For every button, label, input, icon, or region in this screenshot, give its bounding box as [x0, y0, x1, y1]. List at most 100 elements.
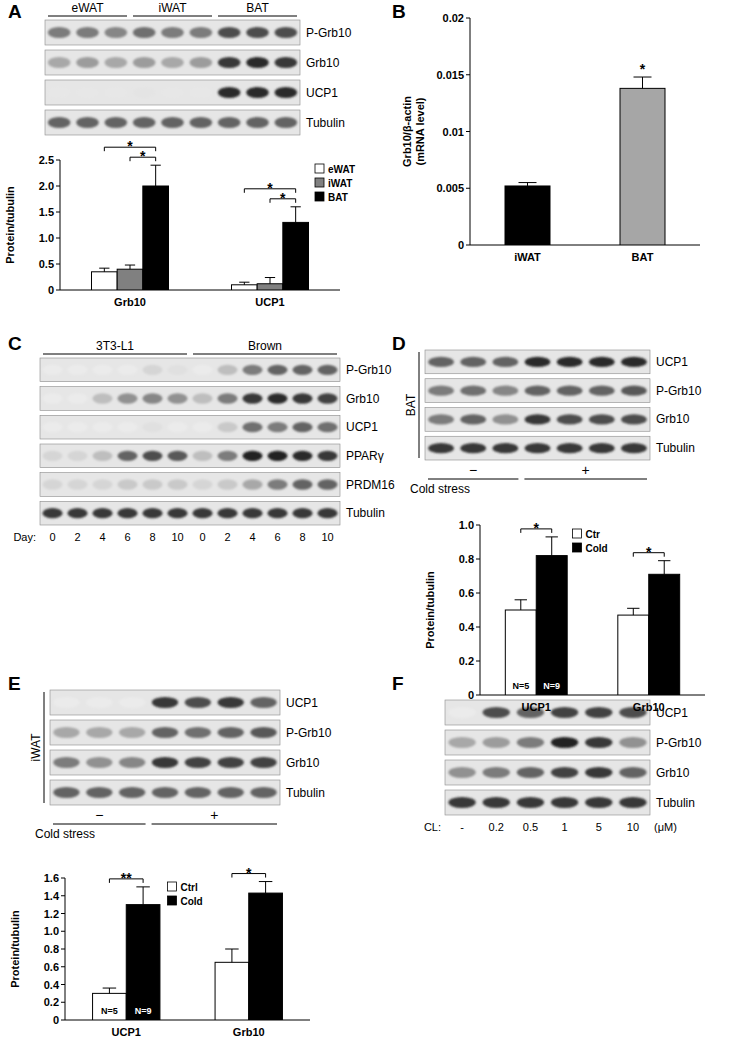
error-bar: [546, 537, 558, 556]
error-bar: [239, 282, 249, 285]
band: [86, 757, 112, 768]
band: [133, 27, 156, 38]
band: [53, 727, 79, 738]
western-blot: UCP1P-Grb10Grb10TubuliniWAT−+Cold stress: [29, 690, 332, 841]
band: [118, 365, 138, 375]
legend-label: eWAT: [328, 164, 355, 175]
n-label: N=5: [512, 681, 529, 691]
band: [133, 57, 156, 68]
lane-label: 6: [274, 531, 280, 543]
band: [68, 508, 88, 518]
band: [268, 365, 288, 375]
band: [53, 787, 79, 798]
band: [428, 414, 454, 424]
band: [218, 393, 238, 403]
band: [185, 757, 211, 768]
error-cap: [125, 265, 135, 266]
band: [143, 422, 163, 432]
y-tick-label: 0.4: [44, 979, 60, 991]
blot-strip: [445, 760, 650, 785]
lane-title: Cold stress: [35, 827, 95, 841]
band: [218, 479, 238, 489]
blot-strip: [425, 379, 650, 403]
band: [68, 479, 88, 489]
y-tick: [466, 188, 470, 189]
band: [589, 414, 615, 424]
y-tick-label: 1.0: [44, 925, 59, 937]
band: [268, 451, 288, 461]
band: [293, 479, 313, 489]
row-label: Grb10: [306, 56, 340, 70]
blot-strip: [50, 720, 280, 745]
band: [268, 393, 288, 403]
row-label: P-Grb10: [656, 736, 702, 750]
band: [193, 393, 213, 403]
band: [268, 422, 288, 432]
band: [268, 508, 288, 518]
x-tick-label: Grb10: [233, 1026, 265, 1038]
error-bar: [634, 77, 652, 88]
band: [119, 787, 145, 798]
row-label: Tubulin: [656, 796, 695, 810]
error-bar: [125, 265, 135, 269]
band: [218, 117, 241, 128]
plot-area: [505, 537, 679, 695]
band: [525, 443, 551, 453]
error-stem: [265, 882, 266, 894]
band: [246, 117, 269, 128]
band: [190, 57, 213, 68]
group-label: 3T3-L1: [96, 339, 134, 353]
lane-label: 10: [171, 531, 183, 543]
band: [118, 479, 138, 489]
y-tick-label: 1.0: [39, 232, 54, 244]
x-tick-label: UCP1: [112, 1026, 141, 1038]
row-label: UCP1: [306, 86, 338, 100]
y-tick: [476, 559, 480, 560]
error-cap: [103, 988, 116, 989]
blot-strip: [40, 444, 340, 468]
figure: ABCDEFP-Grb10Grb10UCP1TubulineWATiWATBAT…: [0, 0, 732, 1050]
bar-chart: 00.0050.010.0150.02Grb10/β-actin(mRNA le…: [401, 12, 700, 263]
panel-letter: D: [392, 333, 406, 354]
error-stem: [104, 268, 105, 272]
error-cap: [99, 268, 109, 269]
y-tick-label: 0: [458, 239, 464, 251]
y-tick: [476, 695, 480, 696]
y-tick-label: 0.5: [39, 258, 54, 270]
band: [53, 697, 79, 708]
blot-strip: [425, 408, 650, 432]
band: [76, 117, 99, 128]
y-tick: [466, 18, 470, 19]
legend-swatch: [315, 164, 324, 173]
blot-strip: [40, 358, 340, 382]
band: [589, 443, 615, 453]
row-label: P-Grb10: [306, 26, 352, 40]
row-label: P-Grb10: [656, 384, 702, 398]
band: [168, 393, 188, 403]
band: [218, 697, 244, 708]
band: [275, 57, 298, 68]
band: [53, 757, 79, 768]
y-tick-label: 0.6: [44, 961, 59, 973]
band: [483, 767, 510, 778]
band: [589, 357, 615, 367]
error-bar: [103, 988, 116, 993]
y-tick-label: 0: [468, 689, 474, 701]
blot-strip: [40, 415, 340, 439]
blot-strip: [50, 690, 280, 715]
band: [246, 57, 269, 68]
row-label: Grb10: [346, 392, 380, 406]
y-tick-label: 0.2: [459, 655, 474, 667]
panel-letter: F: [392, 673, 404, 694]
row-label: P-Grb10: [346, 363, 392, 377]
band: [93, 479, 113, 489]
band: [585, 737, 612, 748]
row-label: UCP1: [656, 355, 688, 369]
band: [275, 27, 298, 38]
lane-label: 0: [49, 531, 55, 543]
lane-label: -: [460, 821, 464, 833]
error-cap: [259, 881, 272, 882]
legend-label: BAT: [328, 192, 348, 203]
panel-letter: C: [8, 333, 22, 354]
group-line: [218, 16, 297, 17]
